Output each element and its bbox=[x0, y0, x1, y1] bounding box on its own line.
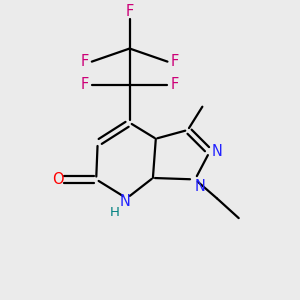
Text: F: F bbox=[171, 54, 179, 69]
Text: F: F bbox=[171, 77, 179, 92]
Text: O: O bbox=[52, 172, 64, 187]
Text: H: H bbox=[110, 206, 120, 219]
Text: N: N bbox=[195, 179, 206, 194]
Text: F: F bbox=[80, 54, 89, 69]
Text: F: F bbox=[80, 77, 89, 92]
Text: N: N bbox=[212, 144, 222, 159]
Text: N: N bbox=[120, 194, 131, 209]
Text: F: F bbox=[125, 4, 134, 19]
